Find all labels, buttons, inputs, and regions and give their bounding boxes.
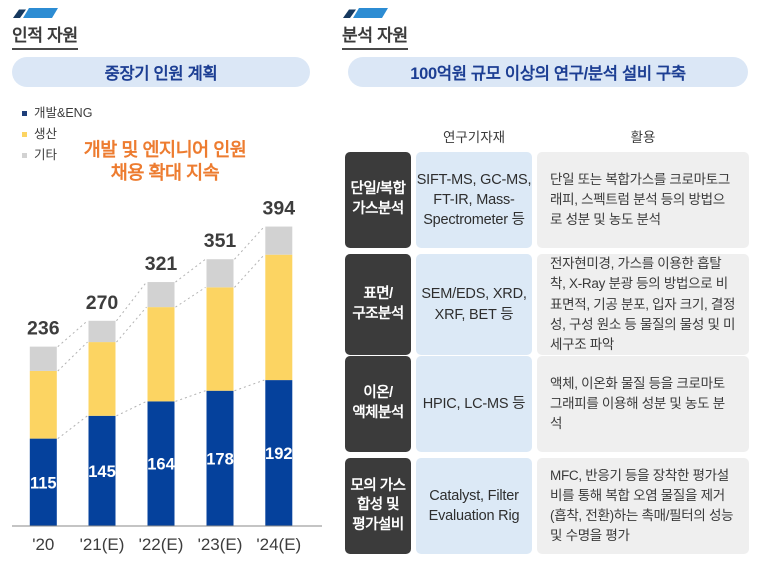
connector-line xyxy=(234,226,265,260)
bar-segment-2-0 xyxy=(29,346,57,371)
bar-total-label: 351 xyxy=(204,230,237,252)
bar-segment-0-0 xyxy=(29,438,57,526)
connector-line xyxy=(57,415,88,439)
x-axis-label: '24(E) xyxy=(256,535,301,554)
bar-segment-0-2 xyxy=(147,401,175,526)
bar-total-label: 270 xyxy=(86,292,119,314)
bar-value-label: 115 xyxy=(30,474,57,492)
bar-total-label: 394 xyxy=(263,198,296,220)
equipment-cell: Catalyst, Filter Evaluation Rig xyxy=(416,458,532,554)
legend-item-dev: 개발&ENG xyxy=(22,106,92,120)
bar-segment-0-4 xyxy=(265,380,293,526)
bar-value-label: 145 xyxy=(88,463,116,481)
equipment-cell: SIFT-MS, GC-MS, FT-IR, Mass- Spectromete… xyxy=(416,152,532,248)
accent-flag-icon xyxy=(13,8,58,18)
left-banner: 중장기 인원 계획 xyxy=(12,57,310,87)
connector-line xyxy=(116,400,147,417)
legend-item-production: 생산 xyxy=(22,127,92,141)
connector-line xyxy=(116,306,147,343)
column-header-equipment: 연구기자재 xyxy=(442,130,506,145)
left-section-header: 인적 자원 xyxy=(12,8,78,50)
bar-segment-1-1 xyxy=(88,342,116,416)
bar-segment-2-3 xyxy=(206,259,234,288)
connector-line xyxy=(57,320,88,348)
legend-item-etc: 기타 xyxy=(22,148,92,162)
left-section-title: 인적 자원 xyxy=(12,21,78,50)
usage-cell: 전자현미경, 가스를 이용한 흡탈착, X-Ray 분광 등의 방법으로 비표면… xyxy=(537,254,749,356)
connector-line xyxy=(175,390,206,402)
connector-line xyxy=(57,341,88,372)
right-section-header: 분석 자원 xyxy=(342,8,408,50)
x-axis-label: '23(E) xyxy=(198,535,243,554)
x-axis-label: '22(E) xyxy=(139,535,184,554)
x-axis-label: '21(E) xyxy=(80,535,125,554)
equipment-cell: HPIC, LC-MS 등 xyxy=(416,356,532,452)
table-row: 이온/ 액체분석 HPIC, LC-MS 등 액체, 이온화 물질 등을 크로마… xyxy=(345,356,749,452)
equipment-cell: SEM/EDS, XRD, XRF, BET 등 xyxy=(416,254,532,356)
chart-annotation: 개발 및 엔지니어 인원 채용 확대 지속 xyxy=(83,139,247,183)
category-cell: 이온/ 액체분석 xyxy=(345,356,411,452)
connector-line xyxy=(116,281,147,322)
bar-segment-0-3 xyxy=(206,390,234,526)
right-section-title: 분석 자원 xyxy=(342,21,408,50)
accent-flag-icon xyxy=(343,8,388,18)
category-cell: 모의 가스 합성 및 평가설비 xyxy=(345,458,411,554)
table-header-row: 연구기자재 활용 xyxy=(345,120,749,152)
equipment-table: 연구기자재 활용 단일/복합 가스분석 SIFT-MS, GC-MS, FT-I… xyxy=(345,120,749,560)
legend-label-etc: 기타 xyxy=(34,148,58,162)
table-row: 표면/ 구조분석 SEM/EDS, XRD, XRF, BET 등 전자현미경,… xyxy=(345,254,749,356)
table-row: 모의 가스 합성 및 평가설비 Catalyst, Filter Evaluat… xyxy=(345,458,749,554)
bar-segment-2-2 xyxy=(147,282,175,308)
usage-cell: MFC, 반응기 등을 장착한 평가설비를 통해 복합 오염 물질을 제거(흡착… xyxy=(537,458,749,554)
bar-segment-1-0 xyxy=(29,370,57,439)
legend-marker-etc-icon xyxy=(22,152,27,158)
bar-total-label: 321 xyxy=(145,253,178,275)
bar-value-label: 164 xyxy=(147,456,175,474)
bar-segment-1-4 xyxy=(265,254,293,381)
table-row: 단일/복합 가스분석 SIFT-MS, GC-MS, FT-IR, Mass- … xyxy=(345,152,749,248)
usage-cell: 단일 또는 복합가스를 크로마토그래피, 스펙트럼 분석 등의 방법으로 성분 … xyxy=(537,152,749,248)
bar-segment-0-1 xyxy=(88,415,116,526)
connector-line xyxy=(234,379,265,392)
bar-value-label: 192 xyxy=(265,445,293,463)
column-header-usage: 활용 xyxy=(630,130,656,145)
category-cell: 표면/ 구조분석 xyxy=(345,254,411,356)
legend-marker-production-icon xyxy=(22,131,27,137)
usage-cell: 액체, 이온화 물질 등을 크로마토그래피를 이용해 성분 및 농도 분석 xyxy=(537,356,749,452)
chart-legend: 개발&ENG 생산 기타 xyxy=(22,106,92,169)
bar-segment-2-4 xyxy=(265,226,293,255)
right-banner: 100억원 규모 이상의 연구/분석 설비 구축 xyxy=(348,57,748,87)
stacked-bar-chart: 115 236 '20 145 270 '21(E) 164 321 '22(E) 178 351 '… xyxy=(12,198,322,554)
legend-label-dev: 개발&ENG xyxy=(34,106,93,120)
bar-segment-1-2 xyxy=(147,307,175,402)
x-axis-label: '20 xyxy=(32,535,54,554)
bar-total-label: 236 xyxy=(27,318,60,340)
bar-segment-2-1 xyxy=(88,320,116,343)
legend-marker-dev-icon xyxy=(22,110,27,116)
legend-label-production: 생산 xyxy=(34,127,58,141)
category-cell: 단일/복합 가스분석 xyxy=(345,152,411,248)
connector-line xyxy=(175,286,206,308)
connector-line xyxy=(234,254,265,288)
bar-value-label: 178 xyxy=(206,450,234,468)
connector-line xyxy=(175,258,206,283)
bar-segment-1-3 xyxy=(206,287,234,391)
